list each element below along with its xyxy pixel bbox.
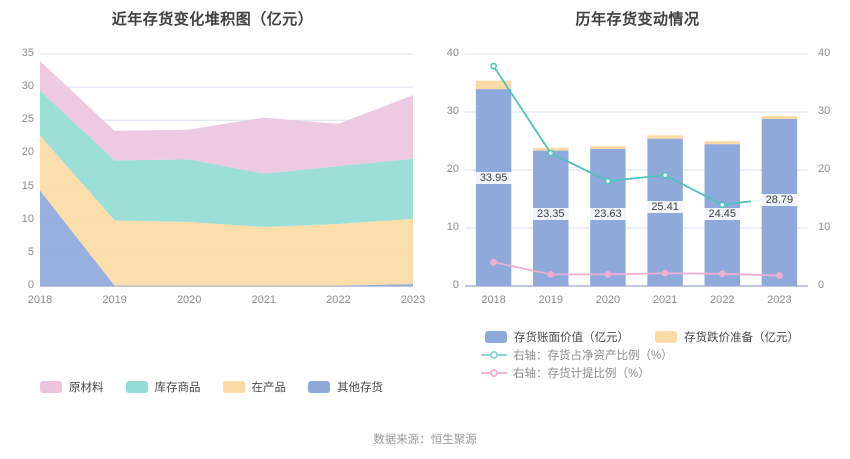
line-point [661,171,669,179]
left-x-tick-2023: 2023 [400,294,426,306]
legend-swatch-icon [40,381,62,393]
legend-swatch-icon [222,381,245,393]
right-x-tick-2020: 2020 [595,294,621,306]
data-source-footer: 数据来源：恒生聚源 [373,434,477,446]
left-y-tick-25: 25 [21,113,34,126]
left-x-tick-2019: 2019 [102,294,127,306]
right-y-right-tick-40: 40 [818,47,831,59]
left-legend-item-3[interactable]: 其他存货 [308,378,383,396]
line-point [604,270,612,278]
right-y-left-tick-30: 30 [446,105,459,117]
legend-swatch-icon [308,381,330,393]
line-point [776,272,783,279]
area-series-其他存货 [40,190,413,286]
line-point [547,270,555,278]
left-y-tick-30: 30 [21,80,34,93]
left-x-tick-2022: 2022 [326,294,351,306]
bar-value-label-2022: 24.45 [694,208,751,221]
left-x-tick-2020: 2020 [176,294,202,306]
bar-provision-2022 [704,141,740,145]
legend-line-marker-icon [481,349,507,361]
left-x-tick-2021: 2021 [251,294,277,306]
line-point [547,149,555,157]
right-legend-item-0[interactable]: 存货账面价值（亿元） [485,328,629,346]
right-x-tick-2023: 2023 [767,294,792,306]
right-y-right-tick-30: 30 [818,105,831,117]
right-y-right-tick-10: 10 [818,221,831,233]
left-y-tick-35: 35 [21,47,34,59]
right-x-tick-2021: 2021 [652,294,678,306]
legend-swatch-icon [655,331,677,343]
right-legend-item-3[interactable]: 右轴：存货计提比例（%） [481,364,821,382]
bar-provision-2023 [761,116,798,120]
legend-swatch-icon [125,381,148,393]
line-series-provision-ratio [493,261,780,277]
left-y-tick-20: 20 [21,146,34,159]
stacked-area-chart-panel: 近年存货变化堆积图（亿元） 0 5 10 15 20 25 30 35 2018 2019 202… [0,0,425,420]
area-series-在产品 [40,135,413,286]
bar-provision-2018 [475,80,512,90]
line-point [718,270,726,278]
right-y-left-tick-40: 40 [446,47,459,59]
right-y-right-tick-20: 20 [818,163,831,175]
legend-label: 库存商品 [154,382,201,394]
bar-value-label-2019: 23.35 [522,208,579,221]
left-legend-item-0[interactable]: 原材料 [40,378,104,396]
right-x-tick-2022: 2022 [710,294,735,306]
right-y-left-tick-20: 20 [446,163,459,175]
left-y-tick-10: 10 [21,212,34,225]
right-legend-item-1[interactable]: 存货跌价准备（亿元） [655,328,799,346]
left-y-tick-0: 0 [27,279,34,291]
bar-value-label-2020: 23.63 [579,208,636,221]
right-chart-legend: 存货账面价值（亿元） 存货跌价准备（亿元） 右轴：存货占净资产比例（%） 右轴：存货计… [455,328,850,382]
line-point [490,258,497,266]
area-series-库存商品 [40,90,413,228]
legend-label: 在产品 [251,382,287,394]
legend-label: 右轴：存货占净资产比例（%） [513,350,673,362]
area-series-原材料 [40,60,413,174]
line-point [490,62,497,70]
left-x-tick-2018: 2018 [27,294,53,306]
bar-provision-2021 [647,135,683,139]
right-x-tick-2019: 2019 [538,294,563,306]
bar-value-label-2021: 25.41 [637,201,694,214]
left-legend-item-2[interactable]: 在产品 [222,378,287,396]
bar-value-label-2023: 28.79 [751,194,808,207]
legend-swatch-icon [485,331,507,343]
legend-line-marker-icon [481,367,507,379]
bar-provision-2019 [533,147,569,151]
right-chart-title: 历年存货变动情况 [575,11,700,28]
bar-value-label-2018: 33.95 [465,172,522,185]
right-legend-item-2[interactable]: 右轴：存货占净资产比例（%） [481,346,821,364]
right-y-left-tick-10: 10 [446,221,459,233]
bar-book-value-2018 [475,89,512,286]
line-series-inventory-net-asset-ratio [492,65,780,206]
right-x-tick-2018: 2018 [481,294,506,306]
legend-label: 右轴：存货计提比例（%） [513,368,650,380]
legend-label: 原材料 [69,382,104,394]
right-y-left-tick-0: 0 [452,279,459,291]
left-y-tick-5: 5 [27,245,34,258]
bar-line-chart-panel: 历年存货变动情况 0 10 20 30 40 0 10 20 30 40 2018 2019 202… [425,0,850,420]
bar-provision-2020 [590,146,626,149]
legend-label: 其他存货 [337,382,383,394]
right-y-right-tick-0: 0 [818,279,825,291]
left-chart-plot [40,53,413,287]
legend-label: 存货账面价值（亿元） [514,332,629,344]
left-legend-item-1[interactable]: 库存商品 [125,378,201,396]
left-y-tick-15: 15 [21,179,34,192]
left-chart-legend: 原材料 库存商品 在产品 其他存货 [40,378,425,396]
legend-label: 存货跌价准备（亿元） [684,332,799,344]
line-point [718,201,726,209]
left-chart-title: 近年存货变化堆积图（亿元） [111,11,314,28]
line-point [604,177,612,185]
line-point [661,269,669,277]
